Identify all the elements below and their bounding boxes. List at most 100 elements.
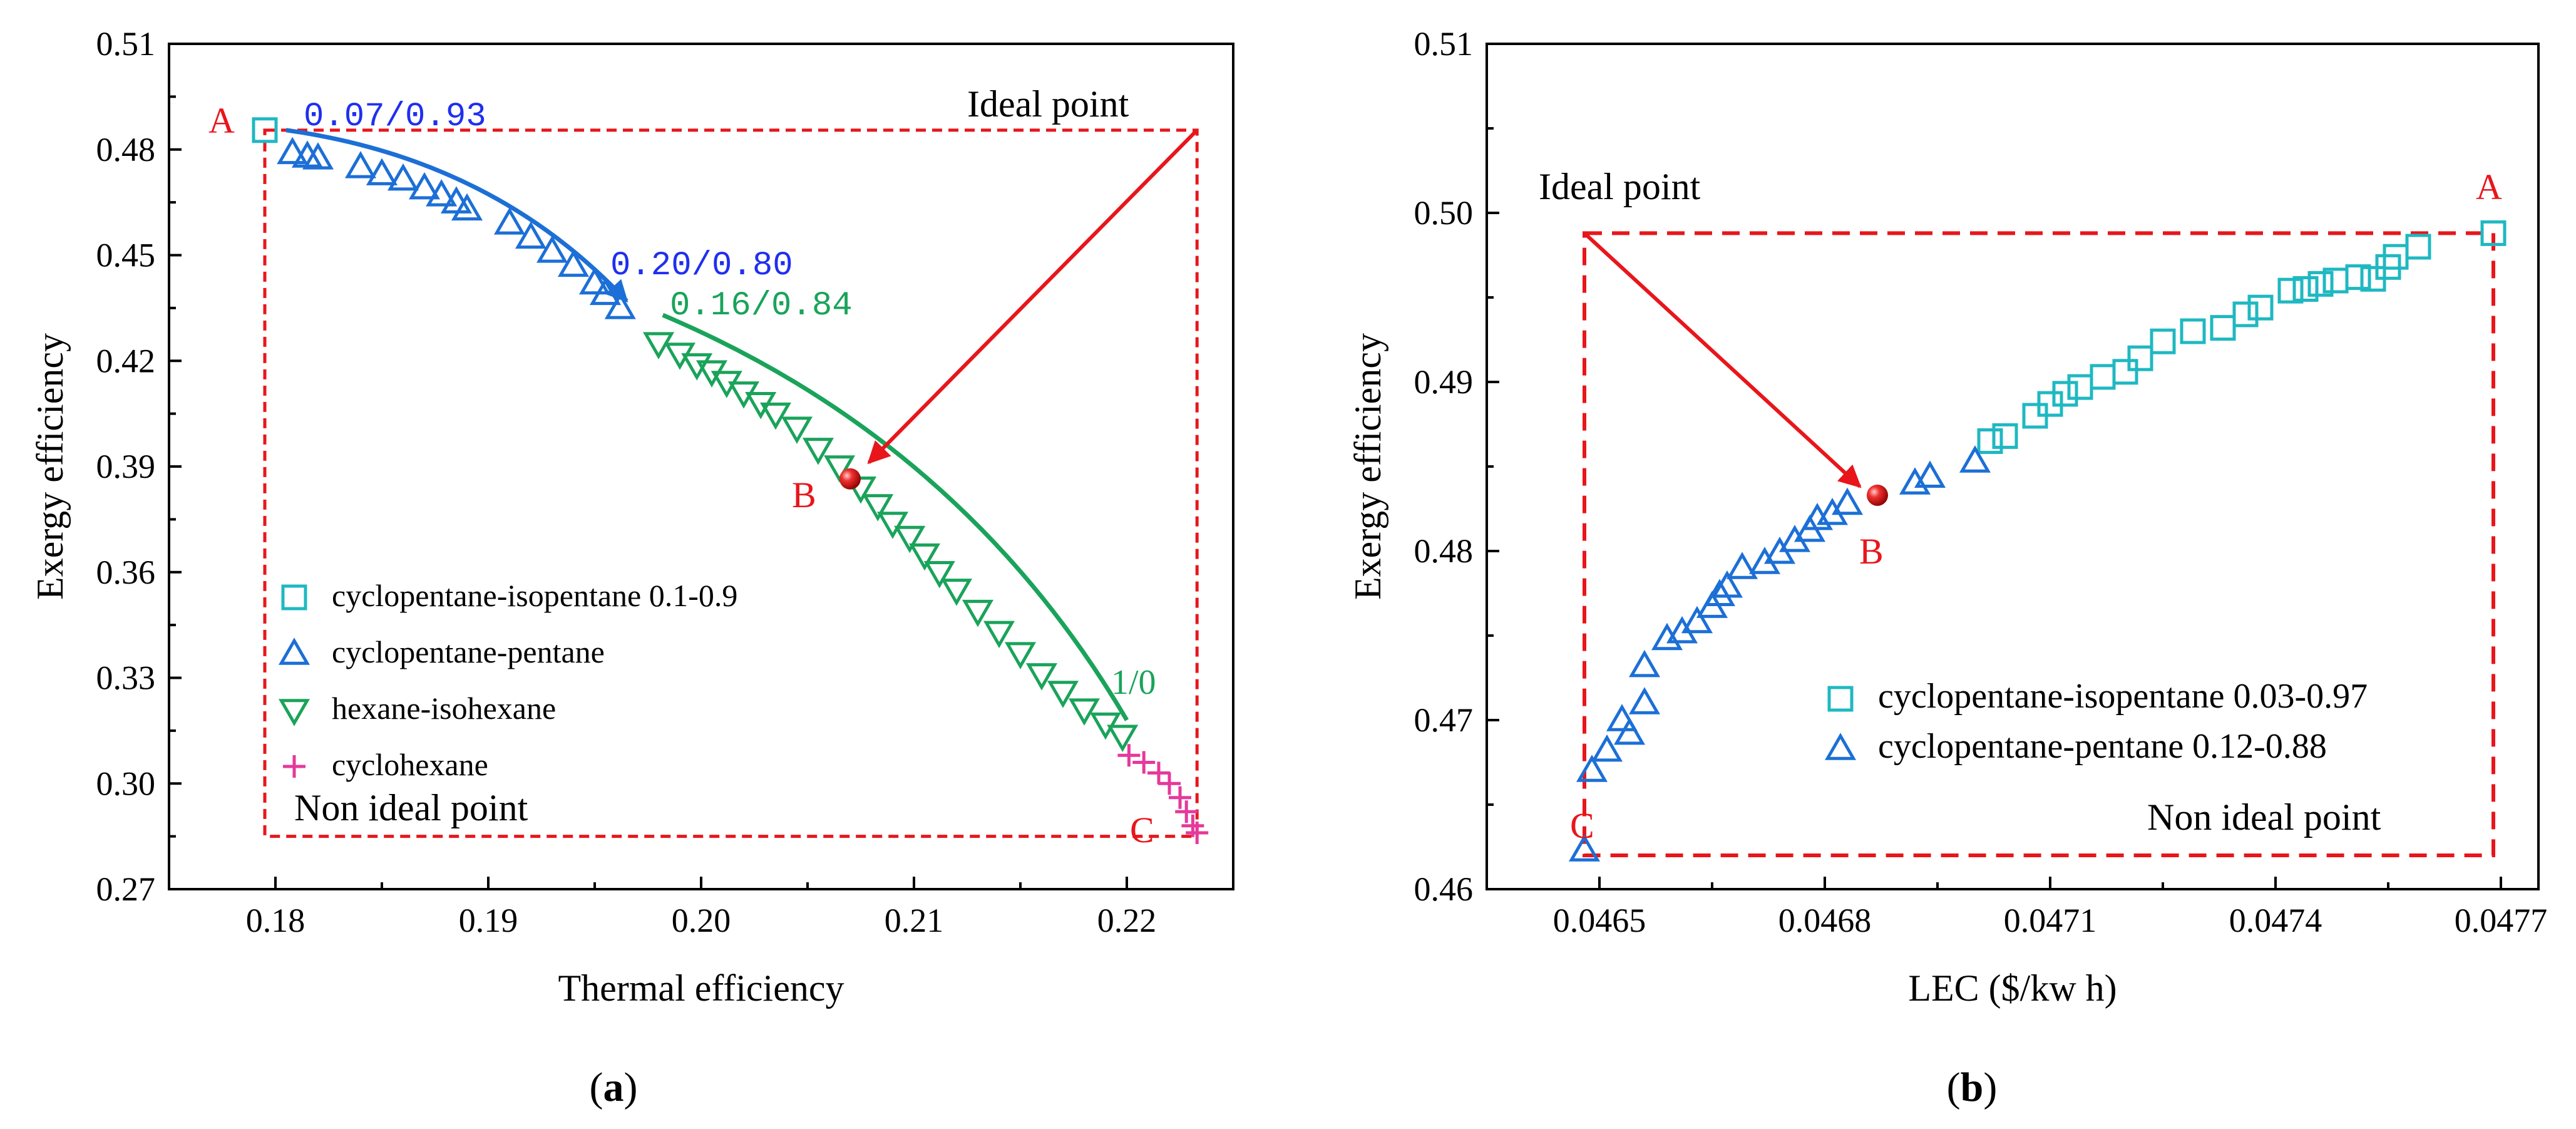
y-tick-label: 0.51 bbox=[96, 25, 156, 63]
data-point bbox=[1628, 649, 1661, 678]
data-point bbox=[1613, 717, 1646, 745]
point-c-label: C bbox=[1570, 805, 1594, 846]
data-point bbox=[1568, 834, 1601, 862]
data-point bbox=[940, 579, 973, 606]
data-point bbox=[2292, 276, 2319, 302]
x-axis-label: Thermal efficiency bbox=[558, 967, 844, 1009]
data-point bbox=[387, 163, 419, 191]
data-point bbox=[408, 172, 441, 200]
caption-a-letter: a bbox=[603, 1065, 624, 1110]
data-point bbox=[2210, 315, 2236, 341]
ideal-arrow bbox=[1583, 232, 1862, 488]
series-square bbox=[252, 117, 278, 143]
data-point bbox=[844, 476, 877, 504]
data-point bbox=[1186, 822, 1209, 844]
data-point bbox=[1703, 579, 1736, 606]
legend-label: cyclopentane-pentane 0.12-0.88 bbox=[1878, 727, 2327, 766]
data-point bbox=[2180, 318, 2206, 344]
legend-marker bbox=[278, 637, 310, 665]
data-point bbox=[1107, 724, 1139, 753]
data-point bbox=[2112, 359, 2138, 385]
point-c-label: C bbox=[1130, 810, 1154, 850]
data-point bbox=[1959, 445, 1991, 473]
data-point bbox=[1158, 772, 1181, 795]
y-tick-label: 0.49 bbox=[1414, 363, 1474, 401]
x-tick-label: 0.20 bbox=[672, 902, 731, 939]
series-triangle-up bbox=[277, 137, 636, 319]
data-point bbox=[983, 621, 1015, 649]
data-point bbox=[2232, 301, 2259, 327]
data-point bbox=[1628, 687, 1661, 714]
y-tick-label: 0.27 bbox=[96, 870, 156, 908]
data-point bbox=[2405, 234, 2431, 260]
caption-b-letter: b bbox=[1961, 1065, 1984, 1110]
x-tick-label: 0.0465 bbox=[1553, 902, 1646, 939]
legend-label: hexane-isohexane bbox=[332, 691, 556, 726]
plot-frame bbox=[168, 43, 1234, 890]
ideal-box bbox=[263, 128, 1199, 838]
data-point bbox=[578, 267, 611, 295]
data-point bbox=[2052, 381, 2078, 407]
y-tick-label: 0.42 bbox=[96, 342, 156, 379]
point-a-label: A bbox=[208, 100, 235, 141]
legend-marker bbox=[283, 755, 305, 778]
data-point bbox=[277, 137, 309, 165]
data-point bbox=[962, 599, 994, 627]
data-point bbox=[642, 332, 675, 359]
data-point bbox=[1977, 428, 2003, 454]
data-point bbox=[802, 438, 834, 465]
y-tick-label: 0.48 bbox=[1414, 532, 1474, 570]
data-point bbox=[1576, 755, 1608, 782]
ideal-point-label: Ideal point bbox=[1539, 166, 1701, 207]
point-a-label: A bbox=[2476, 167, 2502, 207]
data-point bbox=[1047, 681, 1079, 708]
data-point bbox=[1681, 606, 1713, 634]
y-axis-label: Exergy efficiency bbox=[29, 333, 71, 600]
data-point bbox=[1175, 800, 1198, 823]
caption-a: (a) bbox=[590, 1065, 638, 1110]
data-point bbox=[759, 402, 792, 430]
non-ideal-point-label: Non ideal point bbox=[2147, 796, 2381, 838]
legend-label: cyclopentane-isopentane 0.03-0.97 bbox=[1878, 677, 2368, 716]
trend-label-end: 1/0 bbox=[1111, 663, 1156, 702]
data-point bbox=[1726, 552, 1758, 579]
legend-label: cyclohexane bbox=[332, 747, 488, 782]
x-tick-label: 0.19 bbox=[459, 902, 518, 939]
data-point bbox=[2247, 294, 2274, 321]
non-ideal-point-label: Non ideal point bbox=[294, 787, 528, 828]
series-triangle-up bbox=[1568, 445, 1991, 862]
x-tick-label: 0.0471 bbox=[2004, 902, 2097, 939]
data-point bbox=[876, 512, 909, 539]
data-point bbox=[2090, 364, 2116, 390]
caption-b: (b) bbox=[1947, 1065, 1998, 1110]
data-point bbox=[302, 142, 334, 170]
ideal-arrow bbox=[867, 128, 1199, 465]
data-point bbox=[2127, 345, 2153, 371]
legend-label: cyclopentane-pentane bbox=[332, 634, 605, 669]
data-point bbox=[1831, 487, 1864, 515]
data-point bbox=[2307, 271, 2334, 297]
data-point bbox=[1711, 570, 1743, 598]
data-point bbox=[1147, 761, 1170, 785]
data-point bbox=[862, 494, 894, 522]
y-tick-label: 0.47 bbox=[1414, 701, 1474, 739]
chart-panel-a: 0.27 0.30 0.33 0.36 0.39 0.42 0.45 0.48 0.51 0.18… bbox=[29, 25, 1234, 1009]
y-tick-label: 0.48 bbox=[96, 131, 156, 168]
y-tick-label: 0.46 bbox=[1414, 870, 1474, 908]
data-point bbox=[536, 235, 568, 263]
trend-label-start: 0.07/0.93 bbox=[304, 98, 486, 136]
trend-label-end: 0.20/0.80 bbox=[610, 247, 793, 285]
data-point bbox=[1914, 460, 1946, 488]
data-point bbox=[1117, 744, 1141, 767]
legend-marker bbox=[281, 584, 307, 611]
data-point bbox=[681, 353, 713, 381]
data-point bbox=[1068, 698, 1101, 726]
trend-arc bbox=[285, 128, 629, 303]
data-point bbox=[1651, 622, 1683, 651]
data-point bbox=[493, 207, 526, 235]
x-axis-label: LEC ($/kw h) bbox=[1908, 967, 2117, 1009]
data-point bbox=[366, 158, 398, 185]
point-b-label: B bbox=[1859, 531, 1884, 572]
data-point bbox=[557, 249, 590, 277]
